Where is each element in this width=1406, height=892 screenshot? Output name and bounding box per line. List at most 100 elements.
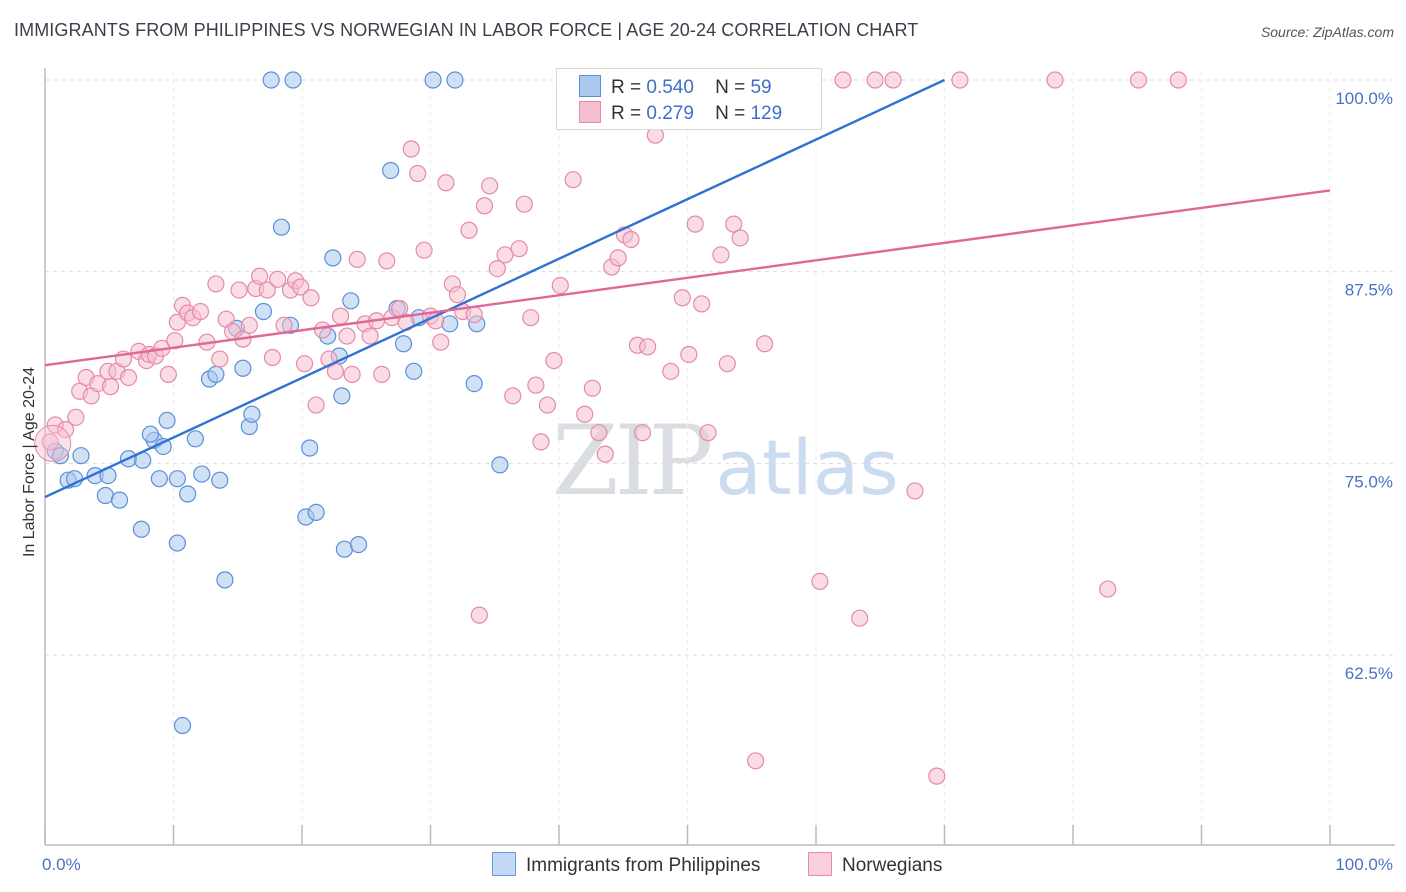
legend-n-label: N = bbox=[715, 77, 746, 98]
norwegians-point bbox=[465, 306, 483, 324]
norwegians-point bbox=[811, 572, 829, 591]
philippines-point bbox=[158, 411, 176, 429]
legend-n-value: 59 bbox=[750, 77, 772, 98]
philippines-point bbox=[307, 503, 325, 522]
y-tick-label: 100.0% bbox=[1335, 89, 1393, 108]
philippines-point bbox=[394, 335, 413, 353]
norwegians-point bbox=[488, 260, 506, 278]
norwegians-point bbox=[34, 424, 72, 462]
philippines-point bbox=[211, 471, 229, 489]
x-tick-label: 100.0% bbox=[1335, 855, 1393, 874]
norwegians-point bbox=[119, 368, 138, 387]
legend-n-label: N = bbox=[715, 103, 746, 124]
norwegians-point bbox=[475, 197, 494, 215]
norwegians-point bbox=[292, 278, 310, 296]
philippines-point bbox=[51, 447, 70, 465]
norwegians-point bbox=[596, 445, 614, 463]
philippines-point bbox=[186, 430, 204, 448]
norwegians-point bbox=[415, 241, 433, 259]
norwegians-point bbox=[662, 362, 680, 380]
philippines-point bbox=[441, 315, 459, 333]
norwegians-point bbox=[409, 164, 427, 183]
legend-swatch-blue bbox=[579, 75, 601, 97]
norwegians-point bbox=[515, 195, 533, 213]
philippines-point bbox=[150, 470, 168, 488]
philippines-point bbox=[168, 534, 186, 552]
norwegians-point bbox=[258, 281, 276, 299]
philippines-point bbox=[173, 716, 192, 735]
norwegians-point bbox=[437, 174, 455, 192]
norwegians-point bbox=[1046, 71, 1064, 89]
legend-label-philippines: Immigrants from Philippines bbox=[526, 855, 761, 876]
norwegians-point bbox=[609, 249, 627, 267]
philippines-point bbox=[284, 71, 302, 89]
philippines-point bbox=[110, 491, 129, 509]
norwegians-point bbox=[583, 379, 602, 397]
norwegians-point bbox=[263, 348, 282, 367]
norwegians-point bbox=[460, 221, 478, 239]
norwegians-point bbox=[295, 355, 314, 373]
norwegians-point bbox=[680, 345, 698, 364]
x-tick-label: 0.0% bbox=[42, 855, 81, 874]
norwegians-point bbox=[725, 215, 743, 233]
philippines-point bbox=[382, 161, 400, 180]
norwegians-point bbox=[307, 396, 325, 414]
norwegians-point bbox=[378, 252, 396, 270]
norwegians-point bbox=[693, 295, 711, 313]
norwegians-point bbox=[250, 267, 269, 285]
philippines-point bbox=[349, 535, 368, 554]
norwegians-point bbox=[191, 302, 210, 321]
legend-swatch-pink bbox=[808, 852, 832, 876]
norwegians-point bbox=[532, 433, 550, 451]
philippines-point bbox=[207, 365, 225, 383]
philippines-point bbox=[424, 71, 442, 89]
norwegians-point bbox=[207, 275, 225, 293]
norwegians-point bbox=[527, 376, 545, 394]
norwegians-point bbox=[268, 270, 287, 288]
norwegians-point bbox=[510, 240, 528, 258]
philippines-point bbox=[405, 362, 423, 380]
philippines-point bbox=[491, 456, 509, 474]
norwegians-point bbox=[101, 378, 120, 396]
legend-r-label: R = bbox=[611, 77, 642, 98]
series-legend: Immigrants from Philippines Norwegians bbox=[0, 852, 1406, 878]
tick-labels: 62.5% 75.0% 87.5% 100.0% 0.0% 100.0% In Labor … bbox=[21, 89, 1393, 874]
watermark-atlas: atlas bbox=[715, 423, 899, 512]
norwegians-point bbox=[884, 71, 902, 89]
norwegians-point bbox=[851, 609, 869, 627]
legend-row-norwegians: R = 0.279 N = 129 bbox=[579, 101, 782, 125]
norwegians-point bbox=[551, 276, 569, 295]
norwegians-point bbox=[633, 424, 652, 442]
legend-label-norwegians: Norwegians bbox=[842, 855, 943, 876]
stats-legend: R = 0.540 N = 59 R = 0.279 N = 129 bbox=[556, 68, 822, 130]
norwegians-point bbox=[240, 316, 258, 334]
norwegians-point bbox=[504, 387, 522, 405]
norwegians-point bbox=[470, 606, 488, 624]
philippines-point bbox=[234, 359, 252, 377]
philippines-point bbox=[301, 439, 319, 457]
philippines-point bbox=[342, 292, 360, 310]
norwegians-point bbox=[755, 335, 774, 353]
norwegians-point bbox=[331, 307, 350, 325]
watermark-zip: ZIP bbox=[552, 405, 713, 517]
norwegians-point bbox=[699, 424, 717, 442]
norwegians-point bbox=[302, 289, 320, 307]
philippines-point bbox=[179, 485, 197, 503]
norwegians-point bbox=[747, 752, 765, 770]
norwegians-point bbox=[361, 327, 379, 345]
legend-swatch-blue bbox=[492, 852, 516, 876]
norwegians-point bbox=[622, 230, 640, 249]
norwegians-point bbox=[159, 365, 177, 383]
source-note: Source: ZipAtlas.com bbox=[1260, 24, 1394, 40]
philippines-point bbox=[262, 71, 280, 89]
y-tick-label: 75.0% bbox=[1345, 472, 1393, 491]
legend-item-philippines[interactable]: Immigrants from Philippines bbox=[492, 852, 760, 877]
legend-r-value: 0.540 bbox=[646, 77, 694, 98]
norwegians-trend-line bbox=[44, 189, 1331, 367]
y-tick-label: 87.5% bbox=[1345, 281, 1393, 300]
data-points bbox=[34, 71, 1187, 785]
norwegians-point bbox=[538, 396, 557, 414]
legend-r-label: R = bbox=[611, 103, 642, 124]
legend-item-norwegians[interactable]: Norwegians bbox=[808, 852, 942, 877]
